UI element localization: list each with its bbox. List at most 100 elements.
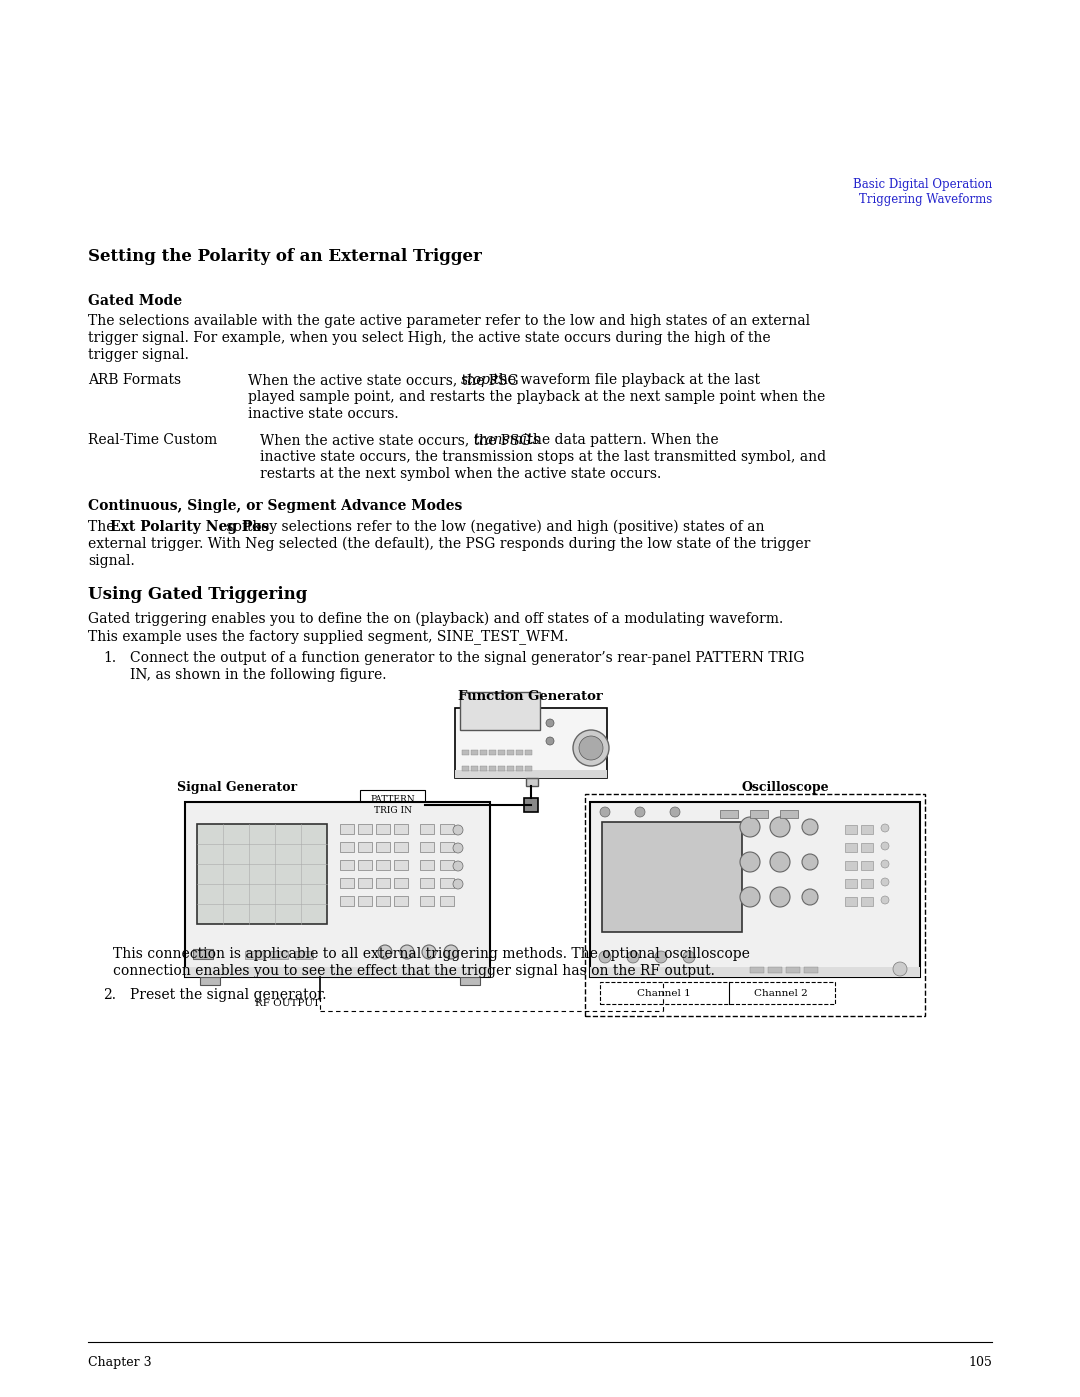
Bar [245,951,264,958]
Bar [440,877,454,888]
Bar [861,897,873,907]
Text: transmits: transmits [473,433,540,447]
Bar [340,842,354,852]
Circle shape [453,861,463,870]
Bar [750,810,768,819]
Text: the waveform file playback at the last: the waveform file playback at the last [489,373,760,387]
Circle shape [881,824,889,833]
Text: Using Gated Triggering: Using Gated Triggering [87,585,308,604]
Bar [861,826,873,834]
Bar [462,750,469,754]
Bar [526,778,538,787]
Text: Oscilloscope: Oscilloscope [741,781,828,793]
Text: The: The [87,520,119,534]
FancyBboxPatch shape [185,802,490,977]
Circle shape [444,944,458,958]
Text: connection enables you to see the effect that the trigger signal has on the RF o: connection enables you to see the effect… [113,964,715,978]
Text: This connection is applicable to all external triggering methods. The optional o: This connection is applicable to all ext… [113,947,750,961]
Bar [200,977,220,985]
Bar [786,967,800,972]
Text: Ext Polarity Neg Pos: Ext Polarity Neg Pos [110,520,270,534]
Text: signal.: signal. [87,555,135,569]
Circle shape [627,951,639,963]
FancyBboxPatch shape [602,821,742,932]
Bar [861,879,873,888]
Circle shape [453,826,463,835]
Bar [845,842,858,852]
Text: played sample point, and restarts the playback at the next sample point when the: played sample point, and restarts the pl… [248,390,825,404]
Bar [270,951,288,958]
Bar [780,810,798,819]
Bar [489,766,496,771]
Circle shape [573,731,609,766]
Text: Chapter 3: Chapter 3 [87,1356,151,1369]
Circle shape [600,807,610,817]
Text: 1.: 1. [103,651,117,665]
Circle shape [881,842,889,849]
Bar [590,967,920,977]
Text: Setting the Polarity of an External Trigger: Setting the Polarity of an External Trig… [87,249,482,265]
Text: inactive state occurs, the transmission stops at the last transmitted symbol, an: inactive state occurs, the transmission … [260,450,826,464]
Circle shape [881,877,889,886]
Bar [340,877,354,888]
Text: Channel 2: Channel 2 [754,989,808,997]
Text: The selections available with the gate active parameter refer to the low and hig: The selections available with the gate a… [87,314,810,328]
Text: RF OUTPUT: RF OUTPUT [255,999,320,1009]
Bar [845,826,858,834]
Text: inactive state occurs.: inactive state occurs. [248,407,399,420]
Bar [480,750,487,754]
Text: stops: stops [461,373,498,387]
FancyBboxPatch shape [460,692,540,731]
Text: Gated Mode: Gated Mode [87,293,183,307]
Text: Function Generator: Function Generator [458,690,603,703]
Bar [480,766,487,771]
Bar [440,824,454,834]
Bar [376,861,390,870]
Circle shape [422,944,436,958]
Circle shape [546,738,554,745]
Bar [440,861,454,870]
Bar [340,824,354,834]
Text: Basic Digital Operation: Basic Digital Operation [853,177,993,191]
Circle shape [802,819,818,835]
Text: Continuous, Single, or Segment Advance Modes: Continuous, Single, or Segment Advance M… [87,499,462,513]
Text: This example uses the factory supplied segment, SINE_TEST_WFM.: This example uses the factory supplied s… [87,629,568,644]
Circle shape [378,944,392,958]
Bar [845,897,858,907]
Circle shape [740,852,760,872]
Text: Channel 1: Channel 1 [636,989,690,997]
Circle shape [770,887,789,907]
Text: the data pattern. When the: the data pattern. When the [523,433,719,447]
Text: PATTERN
TRIG IN: PATTERN TRIG IN [370,795,415,814]
Bar [420,877,434,888]
Bar [720,810,738,819]
Text: Signal Generator: Signal Generator [177,781,297,793]
Circle shape [599,951,611,963]
Circle shape [635,807,645,817]
Circle shape [654,951,667,963]
Text: When the active state occurs, the PSG: When the active state occurs, the PSG [260,433,535,447]
Bar [507,766,514,771]
Bar [394,824,408,834]
Bar [357,842,372,852]
Bar [357,895,372,907]
Bar [440,895,454,907]
Text: When the active state occurs, the PSG: When the active state occurs, the PSG [248,373,523,387]
Circle shape [881,895,889,904]
Bar [376,842,390,852]
Bar [295,951,313,958]
Circle shape [802,854,818,870]
Bar [460,977,480,985]
Bar [845,861,858,870]
Bar [525,766,532,771]
Text: Gated triggering enables you to define the on (playback) and off states of a mod: Gated triggering enables you to define t… [87,612,783,626]
FancyBboxPatch shape [590,802,920,977]
Circle shape [893,963,907,977]
FancyBboxPatch shape [455,708,607,778]
Bar [861,861,873,870]
Text: 105: 105 [968,1356,993,1369]
Circle shape [740,887,760,907]
Circle shape [770,852,789,872]
Circle shape [453,879,463,888]
Text: softkey selections refer to the low (negative) and high (positive) states of an: softkey selections refer to the low (neg… [222,520,765,535]
